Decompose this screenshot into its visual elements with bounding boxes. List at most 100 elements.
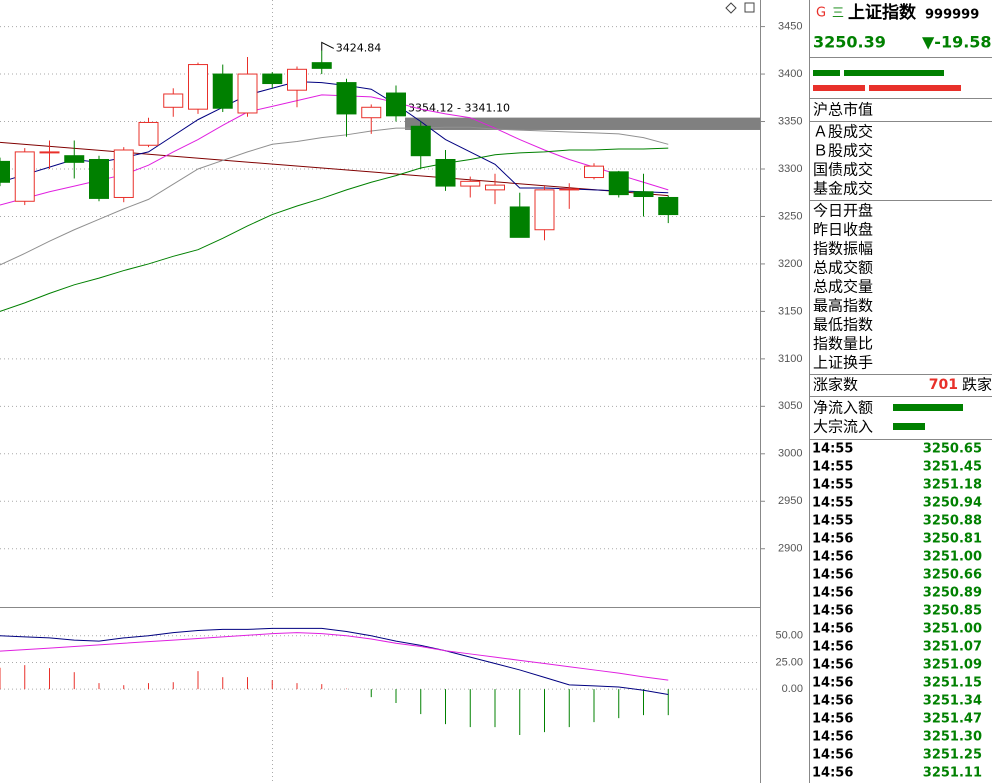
tick-time: 14:55	[812, 478, 853, 493]
field-label: 上证换手	[813, 354, 873, 372]
field-label: 今日开盘	[813, 202, 873, 220]
tick-price: 3251.11	[923, 766, 982, 781]
volume-bar	[869, 85, 961, 91]
field-label: Ｂ股成交	[813, 142, 873, 160]
tick-price: 3250.65	[923, 442, 982, 457]
tick-price: 3250.88	[923, 514, 982, 529]
candle-body	[559, 188, 580, 191]
flow-bar	[893, 404, 963, 411]
y-tick-label: 50.00	[775, 630, 803, 642]
candle-body	[485, 184, 505, 191]
candle-body	[386, 92, 406, 117]
y-tick-label: 3150	[778, 305, 802, 317]
field-label: 国债成交	[813, 161, 873, 179]
y-tick-label: 3350	[778, 115, 802, 127]
volume-bar	[813, 70, 840, 76]
price: 3250.39	[813, 33, 886, 52]
field-label: 指数量比	[813, 335, 873, 353]
candle-body	[435, 158, 456, 187]
square-icon[interactable]	[744, 2, 755, 13]
tick-time: 14:56	[812, 568, 853, 583]
field-label: 净流入额	[813, 399, 873, 417]
y-tick-label: 3050	[778, 400, 802, 412]
tick-price: 3251.09	[923, 658, 982, 673]
tick-price: 3251.15	[923, 676, 982, 691]
tick-price: 3251.07	[923, 640, 982, 655]
tick-time: 14:56	[812, 532, 853, 547]
y-tick-label: 3200	[778, 258, 802, 270]
y-tick-label: 3300	[778, 163, 802, 175]
tick-price: 3251.00	[923, 550, 982, 565]
tick-price: 3250.85	[923, 604, 982, 619]
candle-body	[361, 106, 382, 119]
field-label: 总成交额	[813, 259, 873, 277]
y-tick-label: 2950	[778, 495, 802, 507]
field-label: 沪总市值	[813, 101, 873, 119]
candle-body	[0, 160, 10, 183]
candle-body	[534, 189, 555, 231]
up-count: 701	[929, 377, 958, 393]
candle-body	[39, 151, 60, 154]
candle-body	[608, 171, 629, 196]
candle-body	[287, 68, 307, 91]
tick-time: 14:56	[812, 694, 853, 709]
candle-body	[188, 64, 208, 110]
max-label: 3424.84	[336, 41, 382, 54]
tick-time: 14:56	[812, 604, 853, 619]
field-label: 大宗流入	[813, 418, 873, 436]
candle-body	[163, 93, 184, 108]
candle-body	[237, 73, 258, 114]
tick-time: 14:55	[812, 514, 853, 529]
ma-line	[0, 126, 669, 266]
tick-time: 14:56	[812, 712, 853, 727]
ma-line	[0, 632, 669, 681]
tick-price: 3251.45	[923, 460, 982, 475]
panel-lines	[810, 57, 992, 440]
diamond-icon[interactable]	[725, 2, 737, 14]
candle-body	[212, 73, 233, 109]
y-tick-label: 3450	[778, 20, 802, 32]
tick-time: 14:56	[812, 622, 853, 637]
y-tick-label: 2900	[778, 543, 802, 555]
up-label: 涨家数	[813, 376, 858, 394]
candle-body	[509, 206, 530, 238]
candle-body	[113, 149, 134, 198]
candle-body	[336, 82, 357, 115]
zone-label: 3354.12 - 3341.10	[408, 102, 510, 115]
tick-price: 3250.89	[923, 586, 982, 601]
tick-price: 3251.00	[923, 622, 982, 637]
candle-body	[633, 191, 654, 198]
down-label: 跌家	[962, 376, 992, 394]
y-tick-label: 3400	[778, 68, 802, 80]
candle-body	[138, 121, 159, 146]
field-label: 指数振幅	[813, 240, 873, 258]
price-zone	[405, 117, 760, 130]
y-tick-label: 3000	[778, 448, 802, 460]
tick-price: 3251.18	[923, 478, 982, 493]
volume-bar	[813, 85, 865, 91]
tick-price: 3250.66	[923, 568, 982, 583]
candle-body	[89, 158, 109, 199]
field-label: 总成交量	[813, 278, 873, 296]
field-label: 最高指数	[813, 297, 873, 315]
tick-time: 14:56	[812, 658, 853, 673]
y-tick-label: 3250	[778, 210, 802, 222]
field-label: 基金成交	[813, 180, 873, 198]
tick-time: 14:56	[812, 676, 853, 691]
y-tick-label: 25.00	[775, 656, 803, 668]
tick-time: 14:56	[812, 640, 853, 655]
field-label: 昨日收盘	[813, 221, 873, 239]
candle-body	[584, 165, 604, 179]
candle-body	[262, 73, 283, 85]
tick-time: 14:55	[812, 460, 853, 475]
tick-time: 14:55	[812, 496, 853, 511]
tick-time: 14:56	[812, 766, 853, 781]
tick-price: 3250.81	[923, 532, 982, 547]
index-code: 999999	[925, 8, 979, 23]
menu-icon[interactable]: 三	[832, 6, 844, 20]
tick-price: 3251.30	[923, 730, 982, 745]
change: ▼-19.58	[922, 33, 992, 52]
g-icon[interactable]: G	[816, 6, 826, 21]
